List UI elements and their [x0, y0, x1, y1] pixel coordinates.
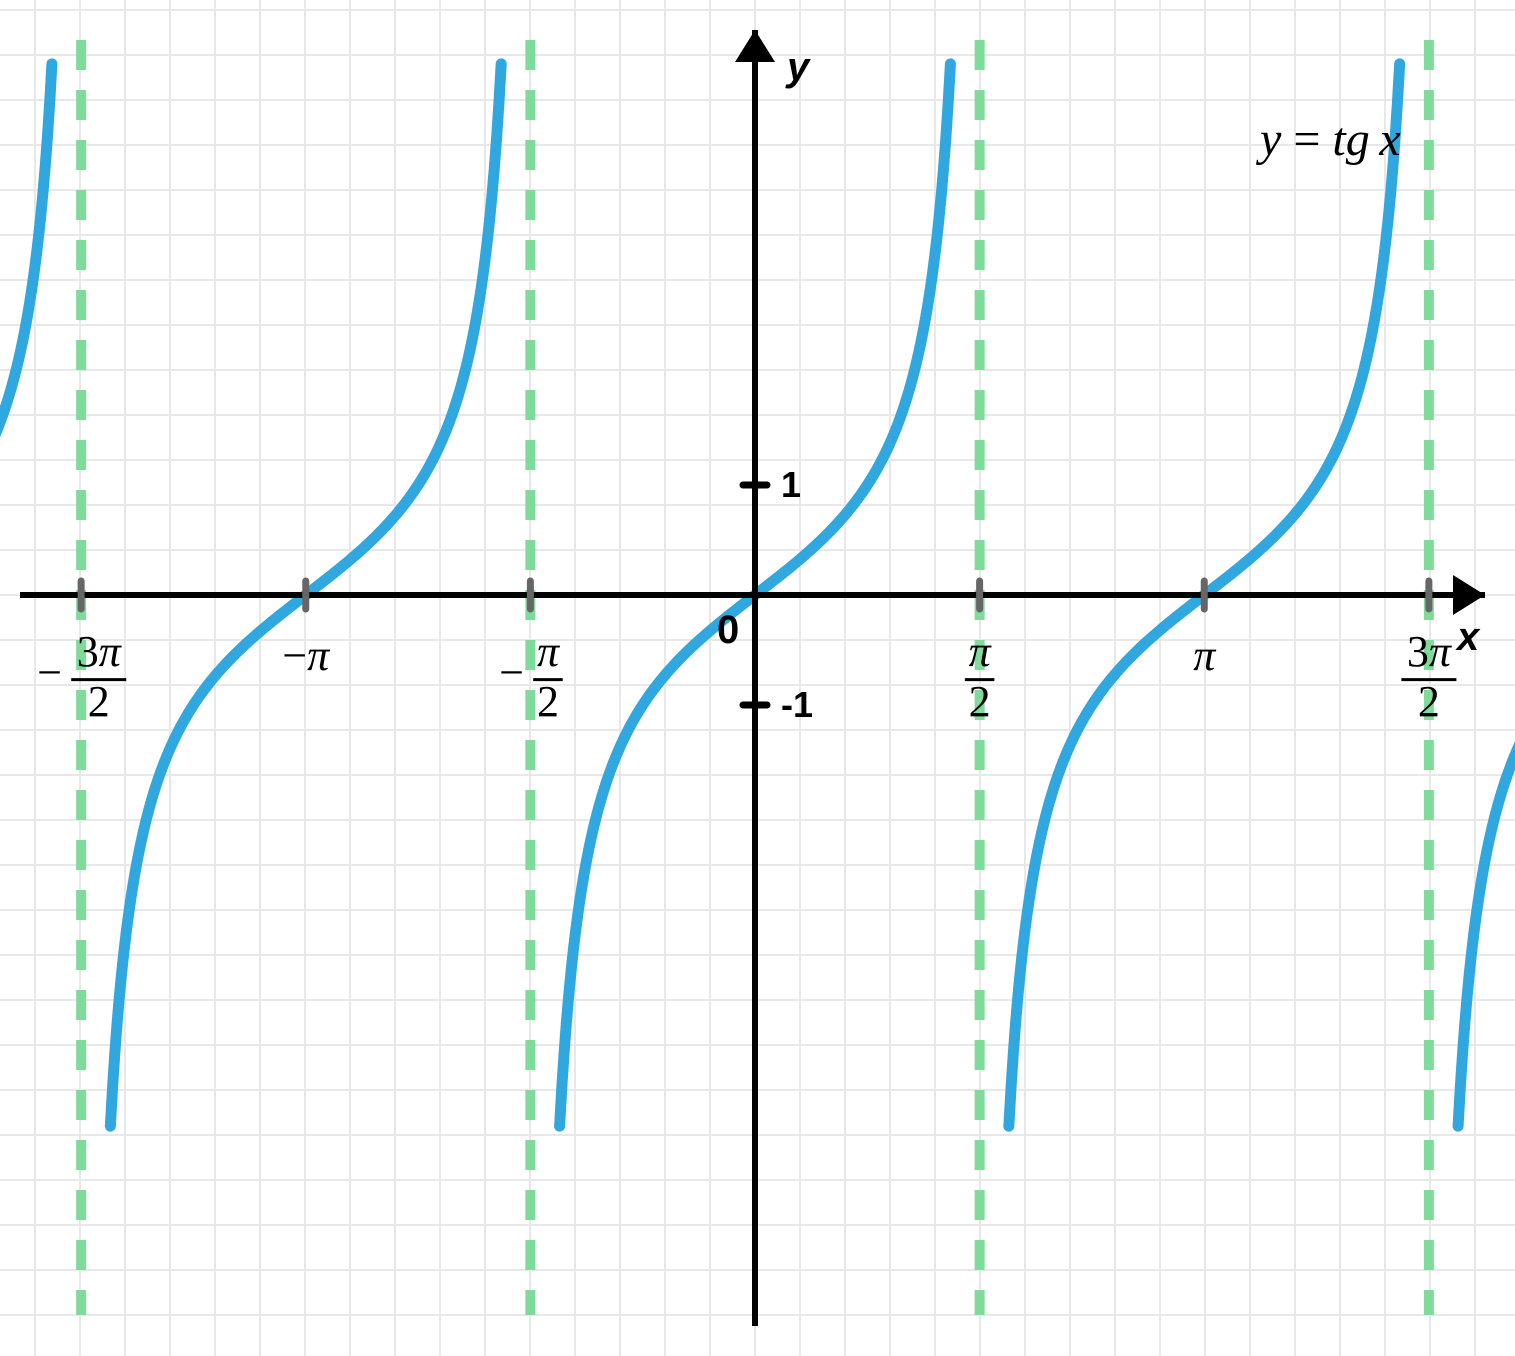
svg-text:2: 2: [969, 677, 991, 726]
svg-text:3π: 3π: [77, 627, 123, 676]
svg-text:−: −: [37, 648, 62, 697]
chart-title: y = tg x: [1255, 113, 1401, 166]
svg-text:2: 2: [88, 677, 110, 726]
svg-text:−: −: [499, 648, 524, 697]
svg-text:2: 2: [1418, 677, 1440, 726]
tangent-chart: yx01-1−2π−3π2−π−π2π2π3π22πy = tg x: [0, 0, 1515, 1356]
x-tick-label: π2: [965, 627, 995, 726]
y-axis-label: y: [785, 45, 811, 89]
origin-label: 0: [717, 608, 739, 652]
y-tick-label: 1: [781, 464, 801, 505]
chart-svg: yx01-1−2π−3π2−π−π2π2π3π22πy = tg x: [0, 0, 1515, 1356]
x-tick-label: π: [1193, 631, 1217, 680]
svg-text:3π: 3π: [1407, 627, 1453, 676]
svg-text:π: π: [537, 627, 561, 676]
svg-text:π: π: [969, 627, 993, 676]
svg-text:2: 2: [537, 677, 559, 726]
y-tick-label: -1: [781, 684, 813, 725]
x-axis-label: x: [1455, 615, 1481, 659]
x-tick-label: −π: [282, 631, 331, 680]
